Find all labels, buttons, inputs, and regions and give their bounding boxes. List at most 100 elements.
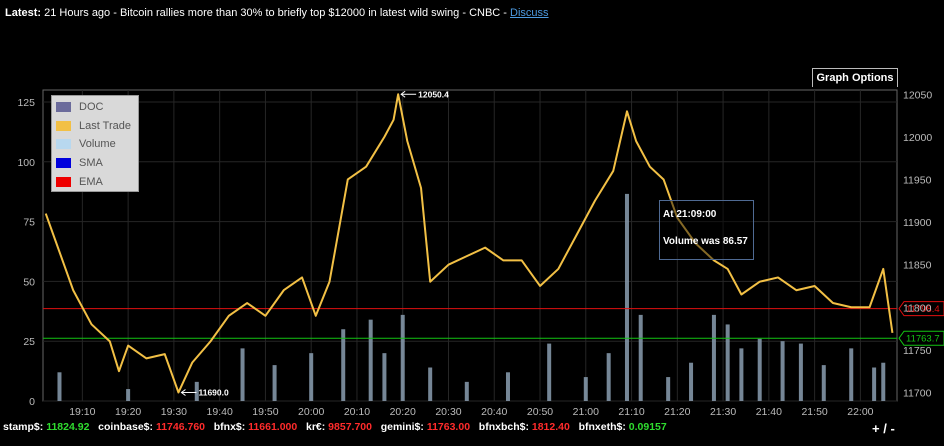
ticker-exchange: bfnxeth$: — [578, 421, 629, 433]
graph-options-button[interactable]: Graph Options — [812, 68, 898, 87]
ticker-price: 11763.00 — [426, 421, 479, 433]
volume-bar — [400, 314, 405, 401]
x-tick-label: 20:10 — [344, 406, 370, 418]
x-tick-label: 19:20 — [115, 406, 141, 418]
annotation-high-label: 12050.4 — [418, 89, 449, 99]
volume-bar — [666, 377, 671, 401]
ticker-price: 1812.40 — [531, 421, 579, 433]
legend-swatch — [56, 176, 71, 187]
zoom-out-button[interactable]: - — [890, 421, 895, 436]
legend-item-last-trade[interactable]: Last Trade — [56, 117, 138, 136]
y-right-tick-label: 12000 — [903, 132, 932, 144]
ticker-exchange: coinbase$: — [98, 421, 156, 433]
legend-label: Last Trade — [79, 119, 131, 132]
legend-swatch — [56, 102, 71, 113]
legend-item-ema[interactable]: EMA — [56, 172, 138, 191]
annotations: 12050.4 11690.0 — [180, 89, 449, 397]
y-right-tick-label: 11800 — [903, 302, 932, 314]
tooltip-value: Volume was 86.57 — [663, 236, 748, 247]
annotation-low-arrowhead — [180, 389, 186, 396]
ticker-exchange: gemini$: — [380, 421, 427, 433]
volume-bar — [624, 193, 629, 401]
ticker-price: 11824.92 — [46, 421, 99, 433]
volume-bar — [382, 353, 387, 401]
x-tick-label: 20:50 — [527, 406, 553, 418]
headline-text: 21 Hours ago - Bitcoin rallies more than… — [44, 7, 507, 19]
x-tick-label: 21:30 — [710, 406, 736, 418]
x-tick-label: 21:00 — [573, 406, 599, 418]
zoom-separator: / — [883, 421, 887, 436]
volume-bar — [464, 381, 469, 401]
ticker-price: 11746.760 — [155, 421, 214, 433]
price-line — [44, 93, 894, 394]
zoom-in-button[interactable]: + — [872, 421, 880, 436]
ema-label: 11798.4 — [906, 304, 940, 315]
volume-bar — [821, 365, 826, 401]
y-left-tick-label: 50 — [23, 276, 35, 288]
grid — [42, 89, 898, 402]
discuss-link[interactable]: Discuss — [510, 7, 549, 19]
legend-swatch — [56, 158, 71, 169]
volume-bars — [57, 193, 886, 401]
ticker-price: 9857.700 — [328, 421, 381, 433]
sma-label: 11763.7 — [906, 334, 940, 345]
exchange-ticker: stamp$: 11824.92 coinbase$: 11746.760 bf… — [3, 421, 675, 433]
legend-label: EMA — [79, 175, 103, 188]
volume-bar — [798, 343, 803, 401]
sma-label-box — [898, 330, 944, 346]
volume-bar — [872, 367, 877, 401]
volume-bar — [272, 365, 277, 401]
annotation-high-arrowhead — [400, 90, 406, 98]
ticker-exchange: kr€: — [305, 421, 329, 433]
volume-bar — [505, 372, 510, 401]
volume-bar — [739, 348, 744, 401]
volume-bar — [881, 362, 886, 401]
volume-bar — [194, 381, 199, 401]
x-tick-label: 19:40 — [207, 406, 233, 418]
y-left-tick-label: 125 — [17, 97, 35, 109]
legend-swatch — [56, 120, 71, 131]
volume-bar — [583, 377, 588, 401]
y-right-tick-label: 11750 — [903, 345, 932, 357]
volume-bar — [341, 329, 346, 401]
legend-label: DOC — [79, 101, 104, 114]
volume-bar — [126, 389, 131, 401]
x-tick-label: 21:20 — [664, 406, 690, 418]
annotation-low-label: 11690.0 — [198, 387, 229, 397]
volume-bar — [547, 343, 552, 401]
last-trade-series — [44, 93, 894, 394]
ema-label-box — [898, 301, 944, 317]
price-chart[interactable]: 11798.4 11763.7 19:10 19:20 19:30 19:40 19:50… — [0, 0, 944, 420]
y-left-tick-label: 0 — [29, 396, 35, 408]
volume-bar — [757, 338, 762, 401]
ticker-price: 0.09157 — [628, 421, 676, 433]
volume-bar — [711, 314, 716, 401]
y-right-tick-label: 12050 — [903, 89, 932, 101]
y-left-tick-label: 25 — [23, 336, 35, 348]
legend-label: Volume — [79, 138, 116, 151]
x-tick-label: 21:10 — [618, 406, 644, 418]
headline-label: Latest: — [5, 7, 42, 19]
ticker-price: 11661.000 — [248, 421, 306, 433]
legend-item-doc[interactable]: DOC — [56, 98, 138, 117]
zoom-controls: + / - — [872, 421, 895, 436]
volume-bar — [368, 319, 373, 401]
x-tick-label: 20:40 — [481, 406, 507, 418]
x-tick-label: 22:00 — [847, 406, 873, 418]
volume-bar — [309, 353, 314, 401]
x-tick-label: 19:10 — [69, 406, 95, 418]
news-headline: Latest: 21 Hours ago - Bitcoin rallies m… — [5, 7, 549, 19]
ticker-exchange: bfnxbch$: — [478, 421, 532, 433]
legend-item-volume[interactable]: Volume — [56, 135, 138, 154]
volume-bar — [849, 348, 854, 401]
x-tick-label: 20:00 — [298, 406, 324, 418]
volume-bar — [689, 362, 694, 401]
tooltip-time: At 21:09:00 — [663, 209, 717, 220]
x-tick-label: 20:20 — [390, 406, 416, 418]
y-left-tick-label: 100 — [17, 157, 35, 169]
volume-bar — [606, 353, 611, 401]
legend-item-sma[interactable]: SMA — [56, 154, 138, 173]
x-tick-label: 21:50 — [801, 406, 827, 418]
volume-bar — [428, 367, 433, 401]
volume-bar — [240, 348, 245, 401]
